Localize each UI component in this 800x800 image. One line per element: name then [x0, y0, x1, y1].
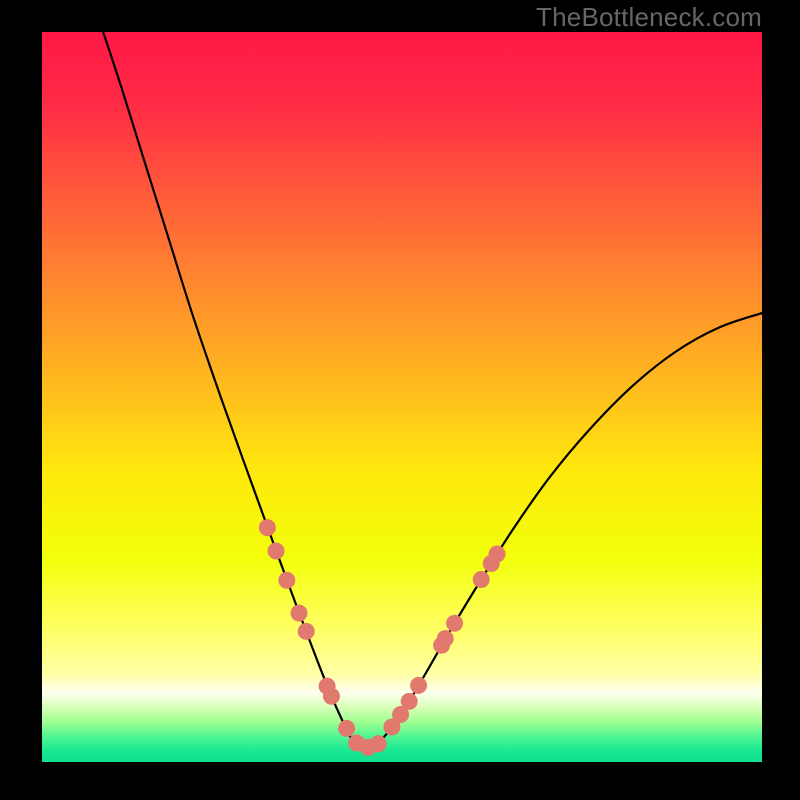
curve-marker — [268, 543, 285, 560]
curve-marker — [489, 545, 506, 562]
curve-markers — [259, 519, 506, 756]
curve-marker — [278, 572, 295, 589]
curve-marker — [437, 630, 454, 647]
watermark-text: TheBottleneck.com — [536, 2, 762, 33]
curve-marker — [410, 677, 427, 694]
curve-marker — [298, 623, 315, 640]
curve-marker — [259, 519, 276, 536]
bottleneck-curve — [103, 32, 762, 749]
curve-marker — [338, 720, 355, 737]
curve-marker — [291, 605, 308, 622]
curve-marker — [370, 735, 387, 752]
curve-marker — [323, 688, 340, 705]
curve-marker — [401, 693, 418, 710]
curve-marker — [446, 615, 463, 632]
curve-marker — [473, 571, 490, 588]
